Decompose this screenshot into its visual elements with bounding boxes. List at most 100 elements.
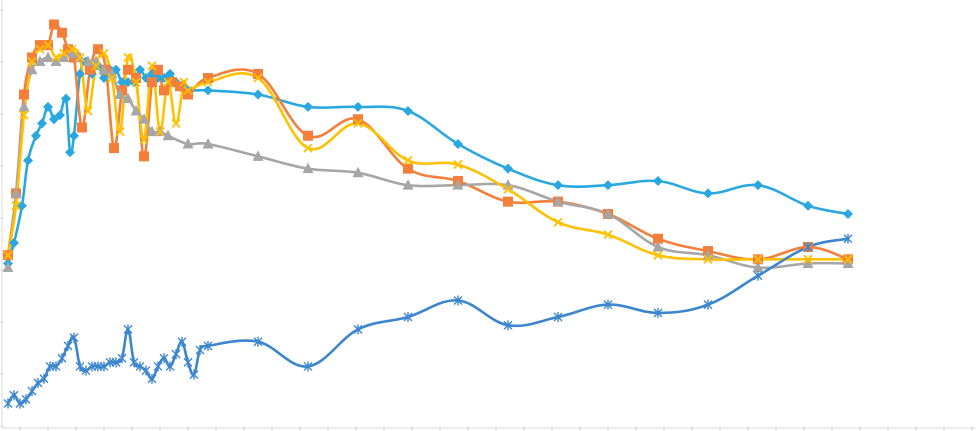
series-1-point-45 [843,209,853,219]
series-5-point-21 [123,324,133,335]
series-2-point-26 [203,73,213,84]
series-1-point-43 [753,180,763,191]
series-2-point-29 [353,114,363,125]
series-5-point-13 [75,361,85,372]
series-4-point-1 [3,250,13,260]
series-2-point-28 [303,130,313,141]
series-1-point-28 [165,68,175,79]
series-5-point-37 [353,324,363,335]
series-3-point-7 [50,55,62,67]
series-3-point-32 [652,240,664,252]
series-5-point-41 [553,312,563,322]
series-4-point-16 [123,52,133,63]
series-1-point-36 [403,106,413,116]
series-4-point-20 [155,126,165,137]
series-5-point-5 [27,386,37,397]
series-1-point-20 [117,77,127,88]
series-1-point-37 [453,138,463,149]
series-3-point-35 [802,257,814,268]
series-1-point-32 [203,85,213,96]
series-1-point-21 [123,77,133,88]
series-5-point-28 [165,361,175,372]
series-3-point-18 [138,113,150,124]
chart-series-markers [2,19,854,409]
series-3-point-9 [66,47,78,58]
series-3-point-30 [552,195,564,207]
series-5-point-39 [453,295,463,306]
series-4-point-28 [353,118,363,128]
series-3-point-16 [122,92,134,104]
series-5-point-1 [3,398,13,409]
series-4-point-9 [67,44,77,54]
series-4-point-3 [19,110,29,120]
series-5-point-19 [111,357,121,368]
series-4-point-35 [703,254,713,264]
series-2-point-18 [131,73,141,84]
series-4-point-27 [303,143,313,153]
series-5-point-42 [603,299,613,310]
series-1-point-33 [253,89,263,100]
series-2-point-30 [403,163,413,174]
series-5-point-6 [33,377,43,388]
series-1-point-11 [65,147,75,158]
series-2-point-8 [57,27,67,38]
series-3-point-11 [82,55,94,67]
series-2-point-15 [109,143,119,154]
series-3-point-19 [146,125,158,137]
series-4-point-29 [403,155,413,166]
series-2-point-17 [123,64,133,75]
series-1-point-44 [803,200,813,211]
series-5-point-7 [39,373,49,384]
series-2-line [6,22,850,261]
series-1-point-41 [653,176,663,187]
series-1-point-42 [703,188,713,199]
series-3-point-28 [452,179,464,190]
series-2-point-22 [159,85,169,96]
series-3-point-22 [182,137,194,149]
series-4-point-22 [171,118,181,128]
series-3-point-17 [130,105,142,116]
series-4-point-31 [503,184,513,194]
series-4-point-23 [179,77,189,87]
series-2-point-7 [49,19,59,30]
series-4-point-18 [139,135,149,145]
series-1-point-2 [9,237,19,248]
series-5-point-4 [21,394,31,405]
series-4-point-11 [83,106,93,116]
series-5-point-11 [63,340,73,351]
series-5-point-10 [57,353,67,364]
series-4-point-38 [843,254,853,264]
series-5-point-27 [159,353,169,364]
series-5-point-22 [129,357,139,368]
series-5-point-40 [503,320,513,331]
series-1-point-38 [503,163,513,174]
series-4-point-34 [653,250,663,260]
series-4-point-15 [115,126,125,137]
series-5-point-44 [703,299,713,310]
series-4-point-24 [183,85,193,96]
series-1-point-6 [37,118,47,129]
series-4-point-13 [99,48,109,58]
series-3-point-26 [352,166,364,178]
series-4-point-4 [27,56,37,67]
series-3-point-8 [58,51,70,62]
series-2-point-21 [153,64,163,75]
series-5-point-45 [753,270,763,281]
series-5-point-46 [803,241,813,252]
series-5-line [6,237,850,405]
series-3-point-31 [602,208,614,219]
series-3-point-2 [10,187,22,198]
series-4-point-37 [803,254,813,264]
series-5-point-3 [15,398,25,409]
series-1-point-17 [99,73,109,84]
series-5-point-14 [81,365,91,376]
series-1-point-12 [69,130,79,141]
series-5-point-34 [203,340,213,351]
series-4-point-25 [203,77,213,87]
series-2-point-35 [653,233,663,244]
series-3-point-23 [202,137,214,149]
series-3-point-3 [18,100,30,112]
series-1-point-8 [49,114,59,125]
series-2-point-19 [139,151,149,162]
